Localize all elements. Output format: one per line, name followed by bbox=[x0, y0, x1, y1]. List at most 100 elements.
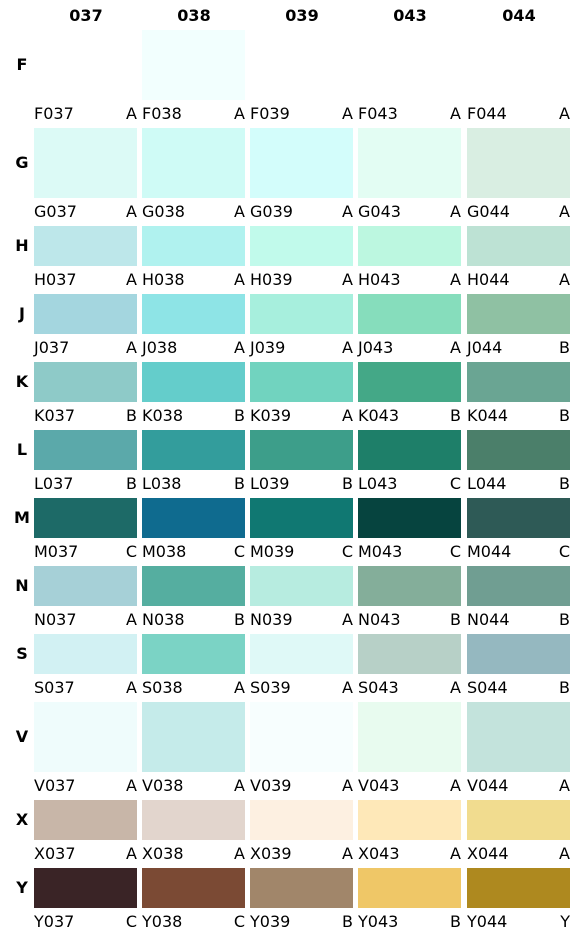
swatch-code-G039: G039 bbox=[250, 202, 293, 221]
swatch-code-F043: F043 bbox=[358, 104, 398, 123]
swatch-grade-H044: A bbox=[559, 270, 570, 289]
row-label-V: V bbox=[15, 727, 29, 746]
color-swatch-K044 bbox=[467, 362, 570, 402]
swatch-grade-H039: A bbox=[342, 270, 353, 289]
swatch-grade-S039: A bbox=[342, 678, 353, 697]
color-swatch-J038 bbox=[142, 294, 245, 334]
swatch-grade-H038: A bbox=[234, 270, 245, 289]
color-swatch-M043 bbox=[358, 498, 461, 538]
swatch-grade-M038: C bbox=[233, 542, 245, 561]
swatch-code-Y043: Y043 bbox=[358, 912, 399, 931]
swatch-grade-J039: A bbox=[342, 338, 353, 357]
row-label-J: J bbox=[19, 304, 25, 323]
swatch-code-J037: J037 bbox=[34, 338, 70, 357]
swatch-code-H039: H039 bbox=[250, 270, 293, 289]
color-swatch-X044 bbox=[467, 800, 570, 840]
swatch-grade-F043: A bbox=[450, 104, 461, 123]
swatch-grade-Y037: C bbox=[125, 912, 137, 931]
swatch-code-J038: J038 bbox=[142, 338, 178, 357]
color-swatch-F043 bbox=[358, 30, 461, 100]
color-swatch-K038 bbox=[142, 362, 245, 402]
swatch-code-X038: X038 bbox=[142, 844, 184, 863]
color-swatch-M038 bbox=[142, 498, 245, 538]
swatch-code-H043: H043 bbox=[358, 270, 401, 289]
swatch-code-S038: S038 bbox=[142, 678, 183, 697]
color-swatch-F038 bbox=[142, 30, 245, 100]
swatch-code-J043: J043 bbox=[358, 338, 394, 357]
swatch-code-L039: L039 bbox=[250, 474, 290, 493]
color-swatch-V043 bbox=[358, 702, 461, 772]
color-swatch-G039 bbox=[250, 128, 353, 198]
row-label-N: N bbox=[15, 576, 29, 595]
swatch-grade-K043: B bbox=[450, 406, 461, 425]
swatch-grade-L038: B bbox=[234, 474, 245, 493]
swatch-code-X043: X043 bbox=[358, 844, 400, 863]
color-swatch-H037 bbox=[34, 226, 137, 266]
color-swatch-H044 bbox=[467, 226, 570, 266]
row-label-X: X bbox=[15, 810, 29, 829]
color-swatch-M039 bbox=[250, 498, 353, 538]
swatch-code-V038: V038 bbox=[142, 776, 184, 795]
swatch-grade-S044: B bbox=[559, 678, 570, 697]
swatch-code-J039: J039 bbox=[250, 338, 286, 357]
color-swatch-F037 bbox=[34, 30, 137, 100]
color-swatch-X037 bbox=[34, 800, 137, 840]
swatch-code-X037: X037 bbox=[34, 844, 76, 863]
swatch-code-M038: M038 bbox=[142, 542, 187, 561]
color-swatch-J043 bbox=[358, 294, 461, 334]
color-swatch-N044 bbox=[467, 566, 570, 606]
swatch-grade-V043: A bbox=[450, 776, 461, 795]
row-label-M: M bbox=[14, 508, 30, 527]
color-swatch-F039 bbox=[250, 30, 353, 100]
color-swatch-L037 bbox=[34, 430, 137, 470]
swatch-grade-V037: A bbox=[126, 776, 137, 795]
swatch-code-N039: N039 bbox=[250, 610, 293, 629]
swatch-code-F039: F039 bbox=[250, 104, 290, 123]
swatch-code-Y044: Y044 bbox=[467, 912, 508, 931]
swatch-grade-H043: A bbox=[450, 270, 461, 289]
swatch-code-N044: N044 bbox=[467, 610, 510, 629]
color-swatch-H039 bbox=[250, 226, 353, 266]
swatch-grade-J037: A bbox=[126, 338, 137, 357]
color-swatch-G044 bbox=[467, 128, 570, 198]
swatch-code-Y038: Y038 bbox=[142, 912, 183, 931]
color-swatch-X043 bbox=[358, 800, 461, 840]
column-header-043: 043 bbox=[393, 6, 427, 25]
swatch-grade-X038: A bbox=[234, 844, 245, 863]
swatch-code-H044: H044 bbox=[467, 270, 510, 289]
swatch-grade-L044: B bbox=[559, 474, 570, 493]
color-swatch-N038 bbox=[142, 566, 245, 606]
color-swatch-V039 bbox=[250, 702, 353, 772]
swatch-grade-G039: A bbox=[342, 202, 353, 221]
color-swatch-M044 bbox=[467, 498, 570, 538]
color-swatch-N039 bbox=[250, 566, 353, 606]
color-swatch-N037 bbox=[34, 566, 137, 606]
color-swatch-L044 bbox=[467, 430, 570, 470]
swatch-code-K038: K038 bbox=[142, 406, 184, 425]
swatch-code-M044: M044 bbox=[467, 542, 512, 561]
row-label-S: S bbox=[16, 644, 28, 663]
color-swatch-V038 bbox=[142, 702, 245, 772]
swatch-code-L038: L038 bbox=[142, 474, 182, 493]
swatch-grade-M043: C bbox=[449, 542, 461, 561]
swatch-code-M039: M039 bbox=[250, 542, 295, 561]
swatch-grade-J038: A bbox=[234, 338, 245, 357]
swatch-grade-X043: A bbox=[450, 844, 461, 863]
row-label-G: G bbox=[15, 153, 29, 172]
color-swatch-J039 bbox=[250, 294, 353, 334]
swatch-code-V043: V043 bbox=[358, 776, 400, 795]
color-swatch-N043 bbox=[358, 566, 461, 606]
row-label-F: F bbox=[16, 55, 28, 74]
swatch-grade-K044: B bbox=[559, 406, 570, 425]
color-swatch-Y037 bbox=[34, 868, 137, 908]
color-swatch-Y039 bbox=[250, 868, 353, 908]
row-label-K: K bbox=[15, 372, 29, 391]
swatch-code-K044: K044 bbox=[467, 406, 509, 425]
color-swatch-Y044 bbox=[467, 868, 570, 908]
swatch-grade-K038: B bbox=[234, 406, 245, 425]
swatch-grade-Y039: B bbox=[342, 912, 353, 931]
swatch-code-G038: G038 bbox=[142, 202, 185, 221]
swatch-grade-G043: A bbox=[450, 202, 461, 221]
swatch-code-S039: S039 bbox=[250, 678, 291, 697]
swatch-grade-L043: C bbox=[449, 474, 461, 493]
